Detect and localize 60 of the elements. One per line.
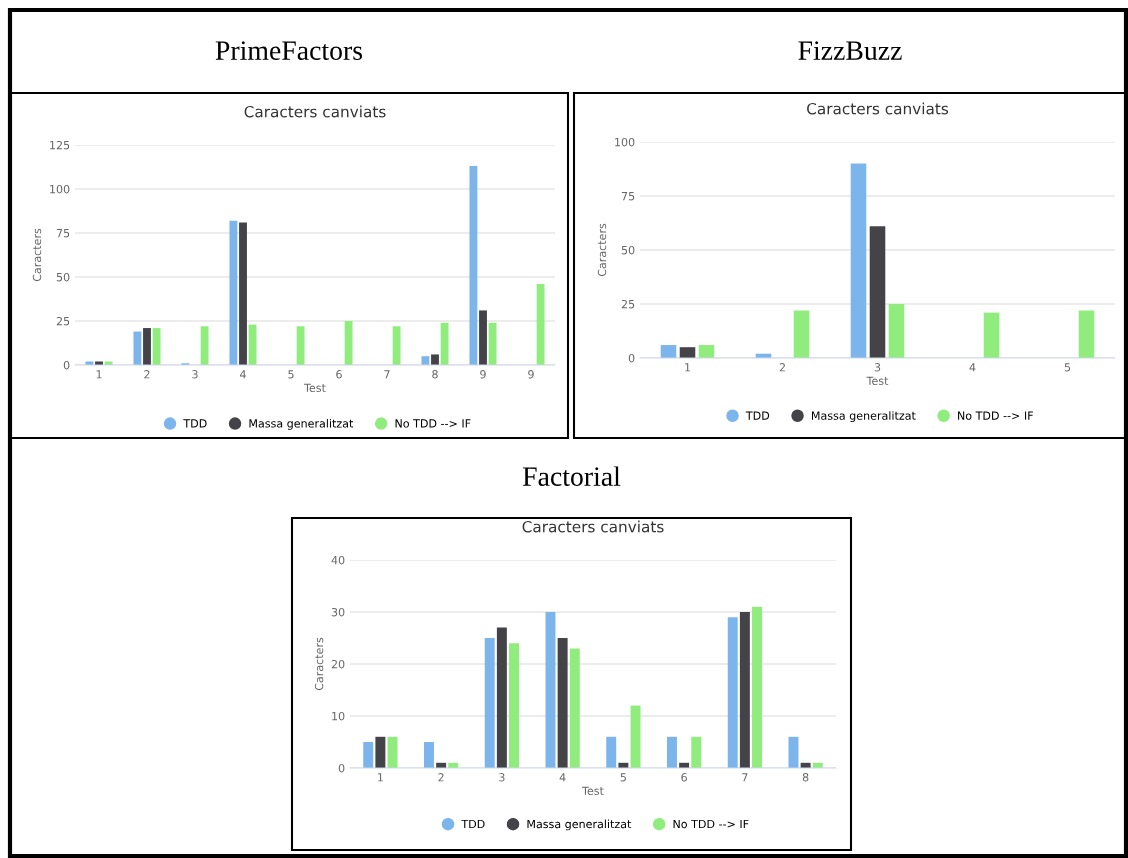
chart-title: Caracters canviats: [244, 105, 386, 118]
x-tick-label: 8: [802, 773, 809, 782]
y-tick-label: 0: [338, 763, 345, 773]
x-tick-label: 7: [742, 773, 748, 782]
x-tick-label: 4: [559, 773, 566, 782]
y-tick-label: 40: [331, 555, 345, 565]
x-tick-label: 9: [480, 370, 486, 379]
legend-label: Massa generalitzat: [811, 411, 916, 422]
x-tick-label: 3: [192, 370, 198, 379]
x-tick-label: 6: [681, 773, 687, 782]
x-tick-label: 1: [378, 773, 383, 782]
y-tick-label: 75: [56, 229, 70, 238]
chart-subtitle: PrimeFactors: [215, 41, 363, 60]
chart-title: Caracters canviats: [522, 520, 664, 533]
x-tick-label: 6: [336, 370, 342, 379]
y-tick-label: 25: [621, 299, 635, 309]
y-axis-title: Caracters: [597, 223, 607, 277]
y-tick-label: 100: [50, 184, 70, 194]
y-tick-label: 10: [332, 711, 345, 721]
legend-label: No TDD --> IF: [673, 819, 749, 829]
x-tick-label: 4: [240, 370, 246, 379]
y-axis-title: Caracters: [314, 637, 324, 691]
chart-subtitle: FizzBuzz: [798, 41, 902, 60]
x-tick-label: 4: [969, 363, 976, 372]
y-tick-label: 0: [628, 353, 635, 363]
legend-label: No TDD --> IF: [958, 411, 1033, 420]
x-tick-label: 9: [528, 370, 534, 379]
legend-label: No TDD --> IF: [395, 419, 471, 428]
y-tick-label: 30: [331, 607, 345, 617]
chart-subtitle: Factorial: [522, 466, 621, 486]
x-tick-label: 1: [96, 370, 102, 379]
x-tick-label: 5: [620, 773, 626, 782]
legend-label: Massa generalitzat: [249, 419, 354, 430]
y-tick-label: 50: [56, 272, 70, 282]
y-tick-label: 20: [331, 659, 345, 669]
chart-title: Caracters canviats: [807, 102, 949, 115]
x-tick-label: 3: [499, 773, 505, 782]
y-tick-label: 0: [63, 360, 70, 370]
legend-label: TDD: [745, 411, 770, 420]
x-tick-label: 5: [288, 370, 294, 379]
legend-label: Massa generalitzat: [527, 819, 632, 831]
y-tick-label: 50: [621, 245, 635, 255]
x-axis-title: Test: [582, 786, 604, 795]
y-tick-label: 25: [56, 316, 70, 326]
x-tick-label: 1: [685, 363, 691, 372]
x-tick-label: 7: [384, 370, 390, 379]
y-tick-label: 100: [615, 137, 635, 147]
x-axis-title: Test: [866, 376, 889, 385]
x-tick-label: 2: [144, 370, 150, 379]
x-tick-label: 8: [432, 370, 438, 379]
x-tick-label: 2: [779, 363, 785, 372]
x-axis-title: Test: [304, 383, 326, 392]
x-tick-label: 2: [438, 773, 444, 782]
y-tick-label: 125: [50, 140, 70, 150]
y-tick-label: 75: [621, 192, 635, 201]
legend-label: TDD: [183, 419, 207, 428]
x-tick-label: 5: [1064, 363, 1071, 372]
legend-label: TDD: [461, 819, 485, 829]
y-axis-title: Caracters: [32, 228, 42, 282]
x-tick-label: 3: [874, 363, 881, 372]
